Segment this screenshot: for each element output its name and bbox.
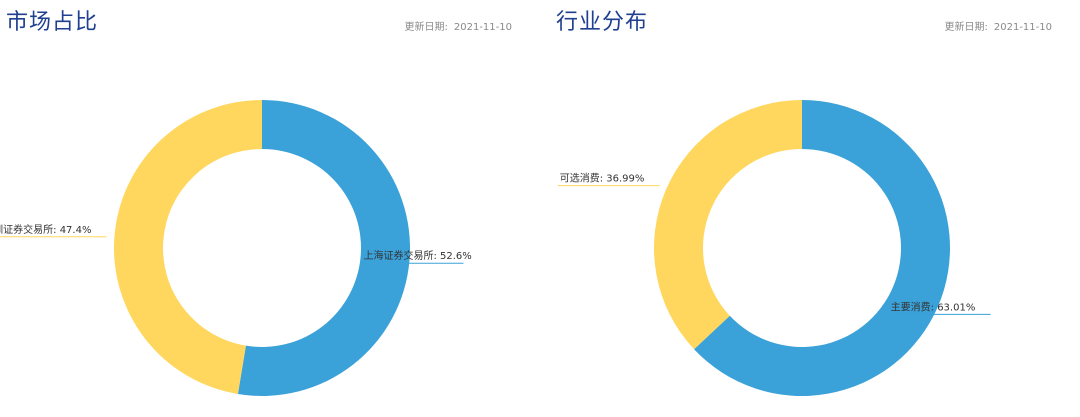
- market-share-donut-chart: 上海证券交易所: 52.6% 深圳证券交易所: 47.4%: [0, 100, 472, 396]
- donut-slice[interactable]: [113, 100, 262, 395]
- update-date-label: 更新日期:: [944, 22, 988, 33]
- update-date-value: 2021-11-10: [993, 22, 1052, 33]
- panel-title: 行业分布: [556, 10, 649, 35]
- slice-label: 深圳证券交易所: 47.4%: [0, 223, 91, 236]
- industry-distribution-donut-chart: 主要消费: 63.01% 可选消费: 36.99%: [557, 99, 991, 396]
- update-date: 更新日期: 2021-11-10: [945, 18, 1053, 33]
- market-share-panel: 市场占比 更新日期: 2021-11-10 上海证券交易所: 52.6% 深圳证券交…: [0, 10, 513, 396]
- update-date: 更新日期: 2021-11-10: [405, 18, 513, 33]
- donut-slice[interactable]: [694, 100, 950, 396]
- donut-slice[interactable]: [653, 99, 802, 350]
- panel-title: 市场占比: [6, 10, 99, 35]
- donut-slice[interactable]: [237, 100, 410, 396]
- update-date-value: 2021-11-10: [453, 22, 512, 33]
- update-date-label: 更新日期:: [404, 22, 448, 33]
- slice-label: 可选消费: 36.99%: [560, 172, 645, 185]
- slice-label: 主要消费: 63.01%: [891, 300, 976, 313]
- slice-label: 上海证券交易所: 52.6%: [363, 249, 471, 262]
- industry-distribution-panel: 行业分布 更新日期: 2021-11-10 主要消费: 63.01% 可选消费: 3…: [540, 0, 1080, 417]
